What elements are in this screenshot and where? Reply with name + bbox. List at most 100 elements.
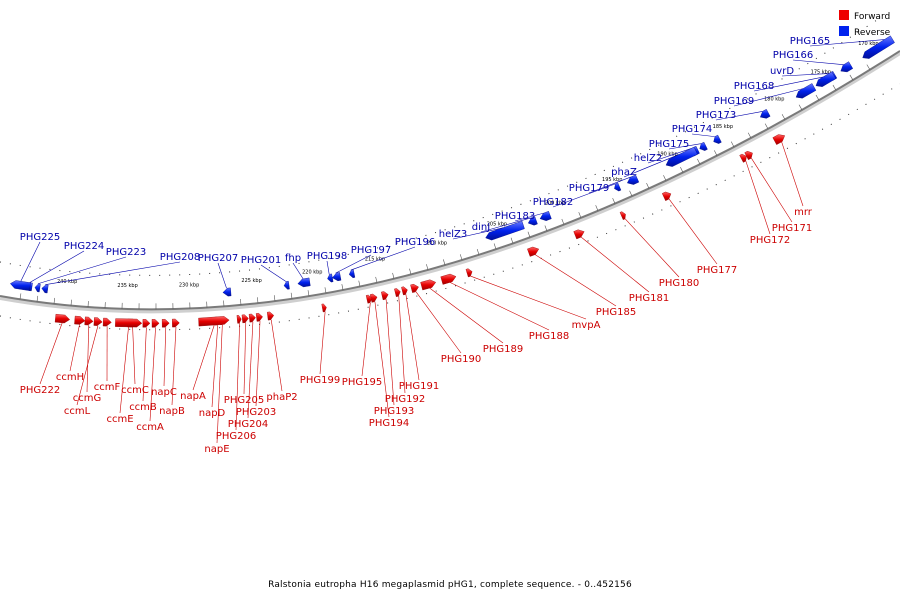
gene-arrow-PHG181[interactable]: [574, 230, 585, 239]
gene-label-PHG204[interactable]: PHG204: [228, 419, 268, 430]
gene-arrow-PHG166[interactable]: [841, 62, 853, 72]
gene-arrow-napC[interactable]: [162, 319, 169, 327]
gene-label-mrr[interactable]: mrr: [794, 207, 813, 218]
gene-label-ccmG[interactable]: ccmG: [73, 393, 102, 404]
gene-arrow-PHG225[interactable]: [10, 280, 30, 290]
gene-label-PHG203[interactable]: PHG203: [236, 407, 276, 418]
gene-label-PHG201[interactable]: PHG201: [241, 255, 281, 266]
gene-label-PHG197[interactable]: PHG197: [351, 245, 391, 256]
gene-label-PHG177[interactable]: PHG177: [697, 265, 737, 276]
gene-label-napA[interactable]: napA: [180, 391, 206, 402]
gene-arrow-PHG205[interactable]: [242, 315, 248, 323]
gene-label-PHG188[interactable]: PHG188: [529, 331, 569, 342]
gene-label-napD[interactable]: napD: [199, 408, 226, 419]
gene-arrow-PHG169[interactable]: [796, 83, 816, 98]
gene-arrow-PHG203[interactable]: [256, 313, 263, 321]
gene-label-phaZ[interactable]: phaZ: [611, 167, 637, 178]
gene-label-PHG179[interactable]: PHG179: [569, 183, 609, 194]
gene-label-napC[interactable]: napC: [151, 387, 177, 398]
gene-label-PHG196[interactable]: PHG196: [395, 237, 435, 248]
gene-arrow-mvpA[interactable]: [466, 269, 472, 277]
gene-arrow-ccmE[interactable]: [115, 319, 142, 327]
gene-label-PHG223[interactable]: PHG223: [106, 247, 146, 258]
gene-label-PHG194[interactable]: PHG194: [369, 418, 409, 429]
gene-arrow-PHG175[interactable]: [700, 142, 708, 151]
gene-label-phaP2[interactable]: phaP2: [266, 392, 297, 403]
gene-arrow-ccmL[interactable]: [94, 318, 102, 326]
gene-arrow-PHG208[interactable]: [42, 285, 48, 293]
gene-label-ccmL[interactable]: ccmL: [64, 406, 91, 417]
gene-label-PHG224[interactable]: PHG224: [64, 241, 104, 252]
gene-label-napE[interactable]: napE: [204, 444, 229, 455]
gene-arrow-PHG165[interactable]: [863, 36, 895, 59]
gene-label-PHG199[interactable]: PHG199: [300, 375, 340, 386]
gene-arrow-PHG192[interactable]: [394, 288, 400, 296]
gene-label-PHG182[interactable]: PHG182: [533, 197, 573, 208]
gene-arrow-PHG185[interactable]: [527, 247, 538, 257]
gene-label-helZ3[interactable]: helZ3: [439, 229, 467, 240]
gene-label-ccmE[interactable]: ccmE: [106, 414, 133, 425]
gene-arrow-PHG206[interactable]: [237, 315, 241, 323]
gene-arrow-PHG193[interactable]: [381, 291, 388, 299]
gene-label-ccmB[interactable]: ccmB: [129, 402, 157, 413]
gene-arrow-PHG197[interactable]: [332, 272, 341, 280]
gene-label-PHG180[interactable]: PHG180: [659, 278, 699, 289]
gene-arrow-PHG191[interactable]: [401, 287, 407, 295]
gene-label-PHG191[interactable]: PHG191: [399, 381, 439, 392]
gene-arrow-PHG196[interactable]: [349, 270, 355, 278]
gene-arrow-phaP2[interactable]: [267, 312, 274, 320]
gene-label-PHG206[interactable]: PHG206: [216, 431, 256, 442]
gene-arrow-mrr[interactable]: [773, 135, 785, 145]
gene-arrow-ccmB[interactable]: [143, 319, 150, 327]
gene-label-PHG168[interactable]: PHG168: [734, 81, 774, 92]
gene-arrow-PHG172[interactable]: [740, 154, 747, 162]
gene-label-uvrD[interactable]: uvrD: [770, 66, 794, 77]
gene-label-PHG208[interactable]: PHG208: [160, 252, 200, 263]
gene-label-dinJ[interactable]: dinJ: [472, 222, 490, 233]
gene-arrow-PHG173[interactable]: [760, 109, 770, 118]
gene-arrow-PHG182[interactable]: [614, 183, 621, 191]
gene-label-PHG207[interactable]: PHG207: [198, 253, 238, 264]
gene-arrow-fhp[interactable]: [298, 278, 310, 287]
gene-label-PHG175[interactable]: PHG175: [649, 139, 689, 150]
gene-label-PHG174[interactable]: PHG174: [672, 124, 712, 135]
gene-label-ccmF[interactable]: ccmF: [94, 382, 121, 393]
gene-label-PHG171[interactable]: PHG171: [772, 223, 812, 234]
gene-arrow-ccmA[interactable]: [152, 319, 159, 327]
gene-arrow-napA[interactable]: [199, 316, 230, 326]
gene-label-PHG198[interactable]: PHG198: [307, 251, 347, 262]
gene-label-PHG181[interactable]: PHG181: [629, 293, 669, 304]
gene-arrow-PHG180[interactable]: [620, 212, 626, 220]
gene-arrow-ccmF[interactable]: [103, 318, 111, 326]
gene-arrow-PHG201[interactable]: [284, 281, 289, 289]
gene-arrow-PHG199[interactable]: [322, 304, 327, 312]
gene-label-fhp[interactable]: fhp: [285, 253, 301, 264]
gene-label-PHG192[interactable]: PHG192: [385, 394, 425, 405]
gene-arrow-ccmH[interactable]: [74, 316, 85, 324]
gene-label-PHG195[interactable]: PHG195: [342, 377, 382, 388]
gene-label-PHG165[interactable]: PHG165: [790, 36, 830, 47]
gene-label-PHG222[interactable]: PHG222: [20, 385, 60, 396]
gene-label-ccmA[interactable]: ccmA: [136, 422, 164, 433]
gene-label-PHG173[interactable]: PHG173: [696, 110, 736, 121]
gene-label-PHG185[interactable]: PHG185: [596, 307, 636, 318]
gene-label-ccmH[interactable]: ccmH: [56, 372, 84, 383]
gene-arrow-PHG183[interactable]: [540, 211, 551, 220]
gene-label-PHG183[interactable]: PHG183: [495, 211, 535, 222]
gene-label-PHG169[interactable]: PHG169: [714, 96, 754, 107]
gene-arrow-PHG188[interactable]: [441, 274, 456, 284]
gene-arrow-PHG222[interactable]: [55, 314, 70, 323]
gene-label-PHG166[interactable]: PHG166: [773, 50, 813, 61]
gene-label-napB[interactable]: napB: [159, 406, 185, 417]
gene-arrow-PHG190[interactable]: [410, 284, 418, 293]
gene-arrow-PHG198[interactable]: [327, 274, 333, 282]
gene-arrow-napB[interactable]: [172, 319, 179, 327]
gene-label-ccmC[interactable]: ccmC: [121, 385, 149, 396]
gene-label-PHG189[interactable]: PHG189: [483, 344, 523, 355]
gene-label-PHG193[interactable]: PHG193: [374, 406, 414, 417]
gene-label-PHG225[interactable]: PHG225: [20, 232, 60, 243]
gene-label-PHG190[interactable]: PHG190: [441, 354, 481, 365]
gene-label-PHG172[interactable]: PHG172: [750, 235, 790, 246]
gene-arrow-PHG204[interactable]: [249, 314, 255, 322]
gene-arrow-PHG223[interactable]: [35, 284, 40, 292]
